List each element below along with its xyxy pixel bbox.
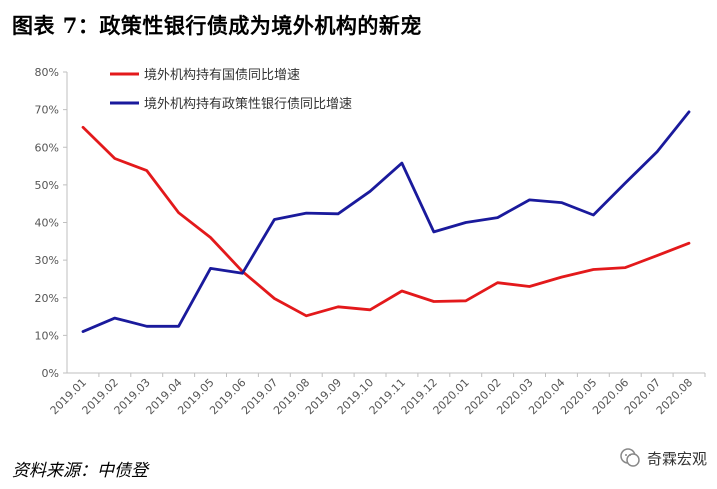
- y-tick-label: 80%: [35, 66, 59, 79]
- axes: [63, 71, 706, 377]
- watermark-text: 奇霖宏观: [646, 449, 707, 468]
- chart-title: 图表 7：政策性银行债成为境外机构的新宠: [12, 13, 422, 38]
- watermark: 奇霖宏观: [619, 447, 707, 469]
- x-tick-labels: 2019.012019.022019.032019.042019.052019.…: [48, 376, 695, 417]
- y-tick-label: 30%: [35, 254, 59, 267]
- y-tick-label: 60%: [35, 141, 59, 154]
- y-tick-labels: 0% 10% 20% 30% 40% 50% 60% 70% 80%: [35, 66, 59, 380]
- series-line-policy-bank: [81, 110, 691, 334]
- series-line-treasury: [81, 125, 691, 318]
- y-tick-label: 10%: [35, 329, 59, 342]
- series-lines: [81, 110, 691, 334]
- y-tick-label: 40%: [35, 217, 59, 230]
- source-note: 资料来源：中债登: [12, 461, 148, 481]
- wechat-icon: [620, 448, 640, 467]
- y-tick-label: 20%: [35, 292, 59, 305]
- legend-label: 境外机构持有政策性银行债同比增速: [144, 96, 352, 112]
- legend-label: 境外机构持有国债同比增速: [144, 68, 300, 83]
- y-tick-label: 0%: [42, 367, 59, 380]
- y-tick-label: 50%: [35, 179, 59, 192]
- y-tick-label: 70%: [35, 104, 59, 117]
